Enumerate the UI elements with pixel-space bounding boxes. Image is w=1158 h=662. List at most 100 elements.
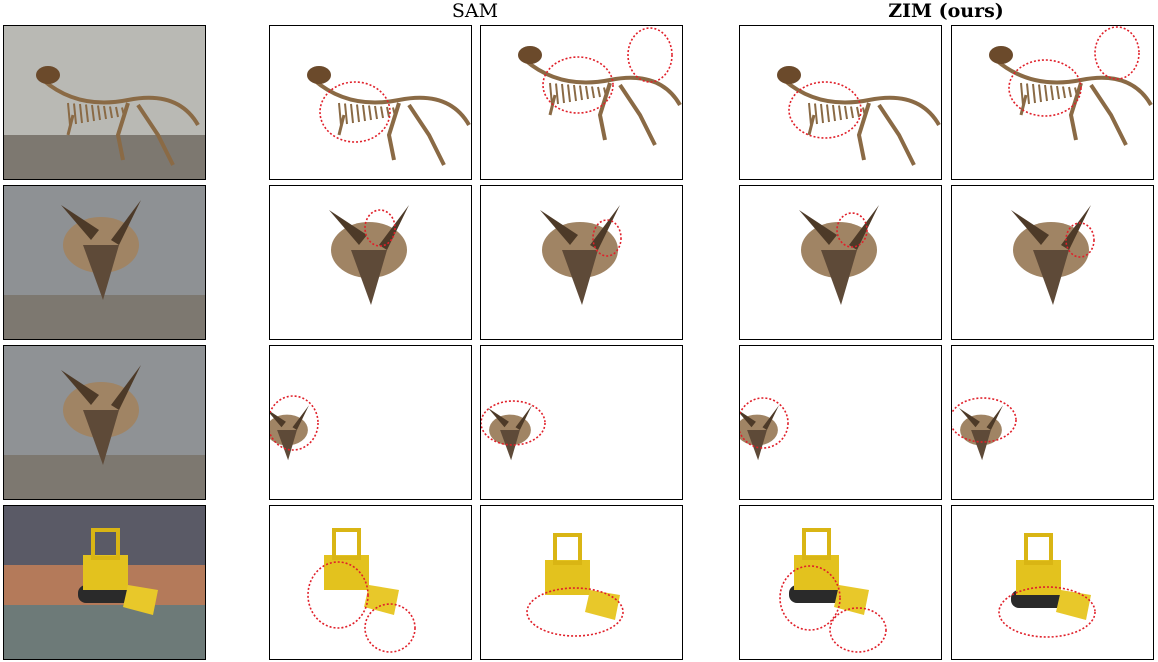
highlight: [364, 209, 396, 247]
skull: [989, 46, 1013, 64]
body: [83, 555, 128, 590]
skull: [36, 66, 60, 84]
face: [83, 245, 119, 300]
border: [269, 345, 472, 500]
skull: [518, 46, 542, 64]
border: [951, 345, 1154, 500]
highlight: [269, 395, 319, 451]
cab: [802, 528, 831, 560]
face: [277, 430, 297, 461]
leg: [136, 103, 175, 166]
rib: [374, 105, 378, 120]
leg: [856, 102, 871, 161]
arm: [337, 114, 346, 136]
skull: [307, 66, 331, 84]
cell: [3, 505, 206, 660]
rib: [368, 105, 372, 121]
cell: [951, 25, 1154, 180]
leg: [597, 82, 612, 141]
cell: [739, 25, 942, 180]
rib: [91, 104, 95, 122]
rib: [573, 84, 577, 102]
border: [951, 185, 1154, 340]
horn: [329, 210, 367, 245]
rib: [73, 103, 77, 125]
border: [480, 345, 683, 500]
highlight: [998, 586, 1096, 638]
rib: [591, 86, 595, 99]
border: [3, 25, 206, 180]
rib: [549, 82, 553, 106]
highlight: [951, 397, 1017, 443]
body: [545, 560, 590, 595]
horn: [739, 410, 756, 428]
cell: [739, 505, 942, 660]
leg: [877, 103, 916, 166]
horn: [799, 210, 837, 245]
horn: [488, 408, 509, 428]
rib: [79, 103, 83, 124]
rib: [362, 104, 366, 122]
rib: [109, 106, 113, 119]
border: [951, 25, 1154, 180]
highlight: [1008, 59, 1082, 117]
spine: [523, 58, 682, 107]
face: [821, 250, 857, 305]
rib: [115, 106, 119, 118]
spine: [312, 78, 471, 127]
border: [480, 25, 683, 180]
body: [324, 555, 369, 590]
zim-header: ZIM (ours): [888, 0, 1004, 22]
cab: [91, 528, 120, 560]
panel: [269, 505, 472, 660]
rib: [856, 106, 860, 118]
leg: [1089, 83, 1128, 146]
face: [83, 410, 119, 465]
rib: [814, 103, 818, 125]
leg: [618, 83, 657, 146]
panel: [739, 505, 942, 660]
border: [739, 505, 942, 660]
highlight: [307, 561, 369, 629]
blade: [585, 590, 620, 620]
sam-header: SAM: [452, 0, 498, 22]
horn: [111, 200, 141, 245]
rib: [85, 104, 89, 123]
border: [3, 345, 206, 500]
arm: [1019, 94, 1028, 116]
horn: [1011, 210, 1049, 245]
highlight: [836, 212, 868, 248]
rib: [344, 103, 348, 125]
highlight: [592, 219, 622, 257]
arm: [66, 114, 75, 136]
rib: [1044, 84, 1048, 102]
border: [3, 505, 206, 660]
cell: [480, 25, 683, 180]
border: [480, 185, 683, 340]
horn: [849, 205, 879, 250]
highlight: [627, 27, 673, 83]
rib: [1038, 84, 1042, 103]
blade: [364, 585, 399, 615]
floor: [3, 295, 206, 340]
rib: [67, 102, 71, 126]
cab: [332, 528, 361, 560]
horn: [292, 405, 309, 430]
highlight: [1065, 222, 1095, 258]
horn: [61, 205, 99, 240]
rib: [820, 103, 824, 124]
cell: [3, 185, 206, 340]
border: [739, 25, 942, 180]
border: [269, 505, 472, 660]
horn: [269, 410, 286, 428]
rib: [597, 86, 601, 98]
blade: [1056, 590, 1091, 620]
rib: [1032, 83, 1036, 104]
mat: [3, 605, 206, 660]
rib: [1026, 83, 1030, 105]
rib: [386, 106, 390, 118]
cell: [951, 345, 1154, 500]
leg: [115, 102, 130, 161]
blade: [123, 585, 158, 615]
